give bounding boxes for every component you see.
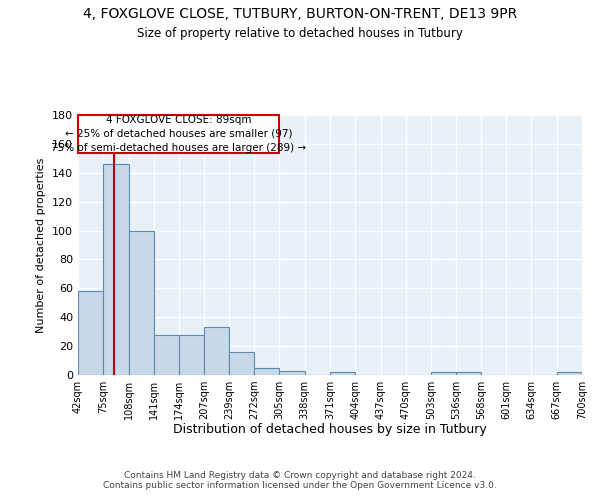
Y-axis label: Number of detached properties: Number of detached properties <box>37 158 46 332</box>
Bar <box>330 372 355 375</box>
Bar <box>128 230 154 375</box>
Bar <box>254 368 280 375</box>
Bar <box>280 370 305 375</box>
Text: Size of property relative to detached houses in Tutbury: Size of property relative to detached ho… <box>137 28 463 40</box>
Text: 4 FOXGLOVE CLOSE: 89sqm
← 25% of detached houses are smaller (97)
75% of semi-de: 4 FOXGLOVE CLOSE: 89sqm ← 25% of detache… <box>51 115 306 153</box>
Bar <box>78 115 280 152</box>
Bar <box>103 164 128 375</box>
Bar <box>229 352 254 375</box>
Bar <box>431 372 457 375</box>
Bar <box>205 328 229 375</box>
Bar <box>179 334 205 375</box>
Bar <box>78 291 103 375</box>
Bar <box>154 334 179 375</box>
Text: Distribution of detached houses by size in Tutbury: Distribution of detached houses by size … <box>173 422 487 436</box>
Text: Contains HM Land Registry data © Crown copyright and database right 2024.
Contai: Contains HM Land Registry data © Crown c… <box>103 470 497 490</box>
Bar <box>457 372 481 375</box>
Bar <box>557 372 582 375</box>
Text: 4, FOXGLOVE CLOSE, TUTBURY, BURTON-ON-TRENT, DE13 9PR: 4, FOXGLOVE CLOSE, TUTBURY, BURTON-ON-TR… <box>83 8 517 22</box>
